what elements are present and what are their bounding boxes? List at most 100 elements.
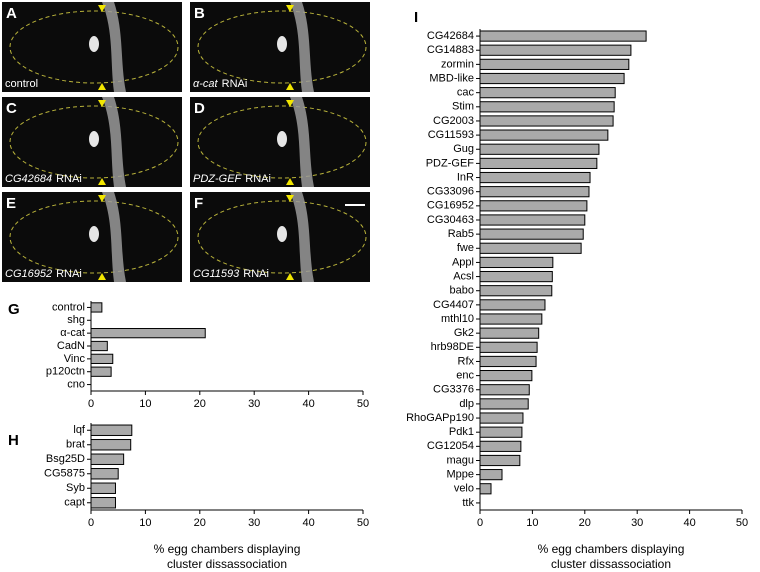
chamber-outline xyxy=(197,200,367,274)
y-tick-label: CG33096 xyxy=(427,186,474,198)
bar xyxy=(90,328,206,339)
x-tick-label: 50 xyxy=(736,517,748,529)
bar xyxy=(90,468,119,480)
panel-letter: H xyxy=(8,432,19,449)
marker-top xyxy=(98,100,106,107)
x-tick-label: 0 xyxy=(88,517,94,529)
follicle-cells xyxy=(102,97,126,187)
gene-name: CG11593 xyxy=(193,268,240,280)
caption-suffix: RNAi xyxy=(222,78,248,90)
y-tick-label: CG5875 xyxy=(44,468,85,480)
bar xyxy=(479,87,616,99)
bar xyxy=(479,440,522,452)
panel-caption: CG11593 RNAi xyxy=(193,268,269,280)
chamber-outline xyxy=(197,10,367,84)
panel-letter: I xyxy=(414,9,418,26)
caption-suffix: RNAi xyxy=(56,173,82,185)
chamber-outline xyxy=(9,10,179,84)
x-tick-label: 50 xyxy=(357,398,369,410)
marker-top xyxy=(286,100,294,107)
bar xyxy=(479,171,591,184)
follicle-cells xyxy=(102,192,126,282)
bar xyxy=(479,355,537,368)
caption-suffix: RNAi xyxy=(56,268,82,280)
bar xyxy=(479,72,625,85)
marker-bottom xyxy=(286,178,294,185)
y-tick-label: Rab5 xyxy=(448,228,474,240)
y-tick-label: Bsg25D xyxy=(46,453,85,465)
bar xyxy=(479,186,590,198)
y-tick-label: MBD-like xyxy=(429,72,474,84)
panel-letter: B xyxy=(194,5,205,22)
panel-caption: α-cat RNAi xyxy=(193,78,247,90)
bar xyxy=(90,366,112,377)
y-tick-label: CadN xyxy=(57,340,85,352)
y-tick-label: Rfx xyxy=(458,355,475,367)
y-tick-label: RhoGAPp190 xyxy=(406,412,474,424)
image-panel: D PDZ-GEF RNAi xyxy=(190,97,370,187)
image-panel: C CG42684 RNAi xyxy=(2,97,182,187)
bar xyxy=(479,299,546,311)
y-tick-label: control xyxy=(52,301,85,313)
x-tick-label: 20 xyxy=(194,398,206,410)
border-cells xyxy=(277,131,287,147)
bar xyxy=(479,242,582,254)
y-tick-label: Stim xyxy=(452,101,474,113)
y-tick-label: CG30463 xyxy=(427,214,474,226)
marker-bottom xyxy=(286,273,294,280)
image-panel: F CG11593 RNAi xyxy=(190,192,370,282)
gene-name: CG42684 xyxy=(5,173,52,185)
bar xyxy=(90,482,116,494)
y-tick-label: CG3376 xyxy=(433,384,474,396)
y-tick-label: CG12054 xyxy=(427,440,474,452)
follicle-cells xyxy=(290,192,314,282)
bar xyxy=(479,483,492,495)
panel-caption: CG42684 RNAi xyxy=(5,173,82,185)
y-tick-label: lqf xyxy=(73,424,86,436)
y-tick-label: enc xyxy=(456,370,474,382)
bar xyxy=(479,285,553,297)
x-tick-label: 30 xyxy=(631,517,643,529)
bar xyxy=(479,44,632,56)
y-tick-label: cac xyxy=(457,87,475,99)
panel-letter: A xyxy=(6,5,17,22)
y-tick-label: zormin xyxy=(441,58,474,70)
x-tick-label: 50 xyxy=(357,517,369,529)
y-tick-label: Appl xyxy=(452,256,474,268)
bar xyxy=(479,370,533,382)
chamber-outline xyxy=(9,200,179,274)
bar xyxy=(479,412,524,424)
marker-bottom xyxy=(98,273,106,280)
x-axis-label: % egg chambers displaying xyxy=(154,542,301,556)
bar xyxy=(479,115,614,127)
follicle-cells xyxy=(102,2,126,92)
chamber-outline xyxy=(9,105,179,179)
y-tick-label: CG16952 xyxy=(427,200,474,212)
x-axis-label: cluster dissassociation xyxy=(167,557,287,571)
bar xyxy=(479,129,609,141)
bar xyxy=(90,424,133,436)
caption-suffix: RNAi xyxy=(245,173,271,185)
bar xyxy=(479,313,543,325)
x-tick-label: 40 xyxy=(302,517,314,529)
follicle-cells xyxy=(290,97,314,187)
border-cells xyxy=(89,131,99,147)
border-cells xyxy=(277,36,287,52)
y-tick-label: hrb98DE xyxy=(431,341,474,353)
x-axis-label: % egg chambers displaying xyxy=(538,542,685,556)
x-tick-label: 20 xyxy=(194,517,206,529)
x-tick-label: 10 xyxy=(526,517,538,529)
panel-letter: C xyxy=(6,100,17,117)
bar xyxy=(479,58,630,70)
y-tick-label: p120ctn xyxy=(46,366,85,378)
bar xyxy=(90,453,125,465)
bar xyxy=(479,157,598,169)
bar xyxy=(90,439,132,451)
bar xyxy=(479,398,529,410)
panel-caption: control xyxy=(5,78,38,90)
panel-caption: CG16952 RNAi xyxy=(5,268,82,280)
border-cells xyxy=(277,226,287,242)
bar xyxy=(479,200,588,212)
x-tick-label: 10 xyxy=(139,398,151,410)
